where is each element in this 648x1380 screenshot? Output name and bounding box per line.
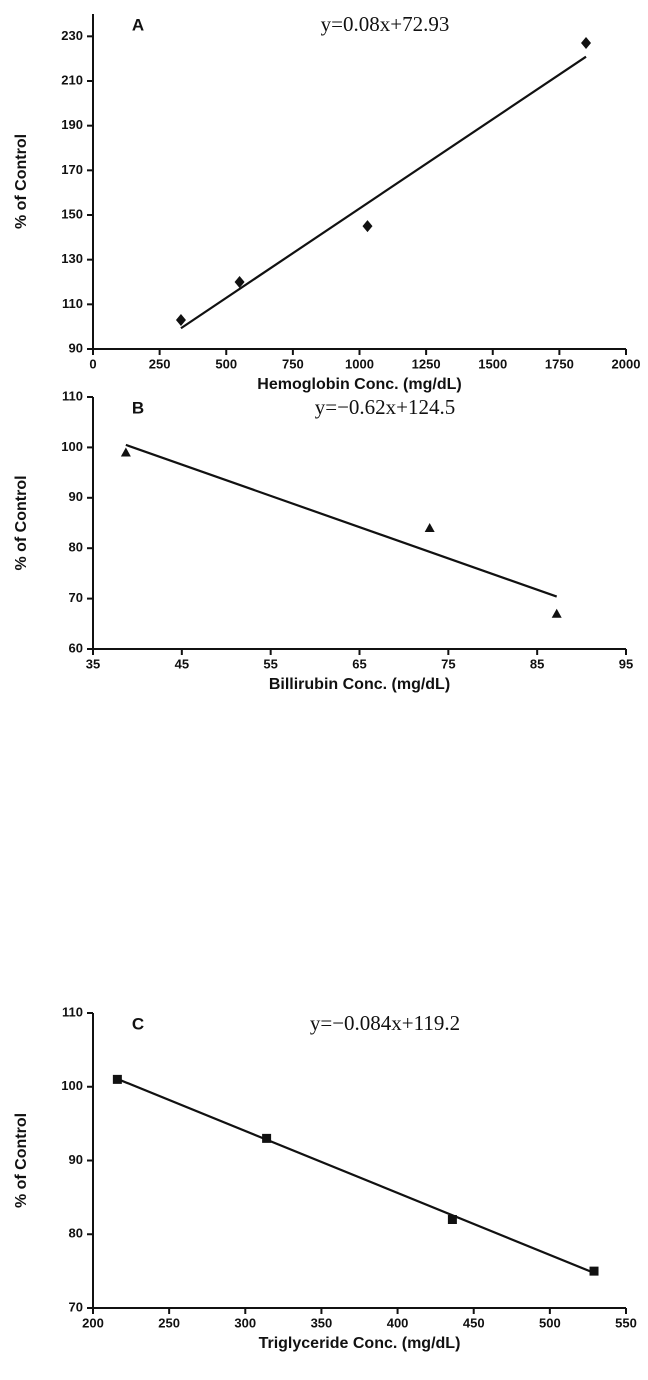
y-tick-label: 190 — [61, 117, 83, 132]
data-point — [234, 276, 245, 288]
x-tick-label: 200 — [82, 1315, 104, 1330]
x-tick-label: 550 — [615, 1315, 637, 1330]
x-tick-label: 400 — [387, 1315, 409, 1330]
y-tick-label: 70 — [69, 1299, 83, 1314]
y-tick-label: 230 — [61, 28, 83, 43]
x-tick-label: 350 — [311, 1315, 333, 1330]
y-tick-label: 60 — [69, 640, 83, 655]
y-tick-label: 170 — [61, 162, 83, 177]
panel-label: C — [132, 1014, 144, 1033]
x-tick-label: 750 — [282, 356, 304, 371]
y-tick-label: 110 — [62, 388, 83, 403]
y-tick-label: 70 — [69, 590, 83, 605]
y-tick-label: 90 — [69, 1152, 83, 1167]
y-tick-label: 210 — [61, 72, 83, 87]
data-point — [589, 1266, 599, 1276]
panel-label: A — [132, 15, 144, 34]
x-tick-label: 0 — [89, 356, 96, 371]
y-tick-label: 90 — [69, 489, 83, 504]
y-tick-label: 100 — [61, 439, 83, 454]
x-tick-label: 2000 — [612, 356, 641, 371]
fit-line — [116, 1077, 595, 1274]
x-tick-label: 500 — [215, 356, 237, 371]
y-tick-label: 110 — [62, 1004, 83, 1019]
x-axis-label: Billirubin Conc. (mg/dL) — [269, 676, 450, 693]
x-tick-label: 500 — [539, 1315, 561, 1330]
x-tick-label: 65 — [352, 656, 366, 671]
fit-line — [125, 443, 558, 598]
y-tick-label: 90 — [69, 340, 83, 355]
x-tick-label: 1500 — [478, 356, 507, 371]
x-tick-label: 35 — [86, 656, 100, 671]
y-tick-label: 150 — [61, 206, 83, 221]
data-point — [447, 1215, 457, 1224]
x-tick-label: 1750 — [545, 356, 574, 371]
x-tick-label: 250 — [149, 356, 171, 371]
panel-label: B — [132, 398, 144, 417]
data-point — [120, 447, 131, 457]
data-point — [551, 608, 562, 618]
data-point — [362, 220, 373, 233]
x-tick-label: 300 — [234, 1315, 256, 1330]
x-axis-label: Triglyceride Conc. (mg/dL) — [259, 1335, 461, 1352]
equation: y=−0.084x+119.2 — [310, 1011, 460, 1035]
x-tick-label: 1000 — [345, 356, 374, 371]
y-axis-label: % of Control — [13, 475, 30, 570]
y-tick-label: 100 — [61, 1078, 83, 1093]
equation: y=−0.62x+124.5 — [315, 395, 456, 419]
x-tick-label: 95 — [619, 656, 633, 671]
equation: y=0.08x+72.93 — [321, 12, 450, 36]
x-tick-label: 55 — [263, 656, 277, 671]
x-axis-label: Hemoglobin Conc. (mg/dL) — [257, 376, 461, 393]
data-point — [262, 1133, 272, 1143]
y-axis-label: % of Control — [13, 1113, 30, 1208]
x-tick-label: 45 — [175, 656, 189, 671]
data-point — [581, 37, 592, 50]
data-point — [424, 523, 435, 533]
x-tick-label: 1250 — [412, 356, 441, 371]
data-point — [112, 1074, 122, 1084]
x-tick-label: 75 — [441, 656, 455, 671]
y-axis-label: % of Control — [13, 134, 30, 229]
x-tick-label: 450 — [463, 1315, 485, 1330]
x-tick-label: 85 — [530, 656, 544, 671]
y-tick-label: 130 — [61, 251, 83, 266]
x-tick-label: 250 — [158, 1315, 180, 1330]
y-tick-label: 110 — [62, 296, 83, 311]
y-tick-label: 80 — [69, 540, 83, 555]
fit-line — [180, 55, 587, 330]
y-tick-label: 80 — [69, 1226, 83, 1241]
data-point — [175, 313, 186, 326]
